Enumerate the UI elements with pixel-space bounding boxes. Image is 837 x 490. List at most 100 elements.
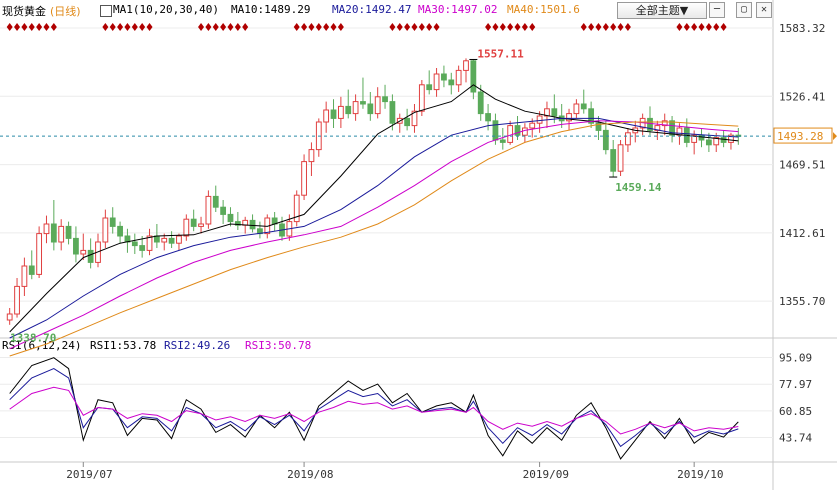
candle [382,84,388,109]
event-marker [683,23,690,31]
candle-body [14,285,20,315]
candle [14,278,20,318]
x-tick-label: 2019/09 [523,468,569,481]
maximize-icon[interactable]: ▢ [736,2,752,18]
candle [698,128,705,148]
event-marker [6,23,13,31]
candle-body [492,120,499,141]
candle [360,77,366,109]
candle [279,216,285,241]
candle-body [521,127,528,136]
event-marker [330,23,337,31]
candle-body [293,194,300,223]
event-marker [713,23,720,31]
event-marker [323,23,330,31]
candle [190,209,197,232]
candle [21,257,28,296]
current-price-label: 1493.28 [777,130,823,143]
ma10-value: MA10:1489.29 [231,3,311,16]
candle-body [352,101,359,115]
rsi-tick-label: 60.85 [779,405,812,418]
candle-body [382,96,388,103]
candle [595,116,602,140]
event-marker [109,23,116,31]
candle-body [345,105,352,115]
event-marker [720,23,727,31]
candle [87,238,94,269]
event-marker [131,23,138,31]
candle [441,65,447,88]
candle [602,120,609,155]
event-marker [337,23,344,31]
candle [426,70,433,95]
event-marker [485,23,492,31]
candle-body [161,237,168,243]
candle [617,140,624,176]
rsi-line-rsi3 [9,386,739,435]
candle-body [131,241,138,247]
candle [389,94,396,131]
candle-body [198,223,204,227]
candle-body [102,217,109,243]
event-marker [220,23,227,31]
price-tick-label: 1526.41 [779,90,825,103]
rsi2-value: RSI2:49.26 [164,339,231,352]
candle [337,96,344,128]
event-marker [301,23,308,31]
candle-body [50,223,57,243]
candle [293,190,300,227]
candle [168,231,175,248]
candle-body [514,125,521,136]
minimize-icon[interactable]: ─ [709,2,725,18]
candle [551,94,558,124]
ma-settings-icon[interactable] [100,5,112,17]
candle-body [227,213,234,223]
candle-body [190,218,197,227]
candle [367,92,374,121]
ma-indicator-label[interactable]: MA1(10,20,30,40) [113,3,219,16]
candle [161,233,168,251]
current-price-arrow [833,132,837,141]
candle-body [308,149,315,163]
candle-body [73,237,79,255]
event-marker [418,23,425,31]
candle-body [551,108,558,117]
candle [507,120,514,145]
price-tick-label: 1355.70 [779,295,825,308]
candle [588,101,595,128]
rsi-tick-label: 95.09 [779,352,812,365]
candle [433,68,440,97]
candle [610,140,617,178]
rsi-line-rsi2 [9,368,739,448]
candle-body [728,134,734,143]
event-marker [234,23,241,31]
event-marker [227,23,234,31]
candle-body [418,84,425,112]
close-icon[interactable]: ✕ [756,2,772,18]
candle [176,233,182,251]
event-marker [602,23,609,31]
rsi-line-rsi1 [9,357,739,460]
theme-dropdown-button[interactable]: 全部主题▼ [617,2,707,19]
event-marker [28,23,35,31]
candle-body [323,109,330,123]
candle-body [566,113,572,122]
rsi-tick-label: 43.74 [779,431,812,444]
candle [212,185,219,212]
price-tick-label: 1469.51 [779,159,825,172]
candle [131,233,138,254]
candle-body [337,105,344,119]
candle [404,108,411,131]
event-marker [588,23,595,31]
candle [632,120,639,143]
candle [80,233,87,260]
period-label[interactable]: (日线) [50,5,81,18]
candle [345,89,352,119]
candle [374,87,381,119]
candle-body [301,161,307,196]
event-marker [43,23,50,31]
candle-body [470,60,477,93]
price-tick-label: 1412.61 [779,227,825,240]
ma20-value: MA20:1492.47 [332,3,412,16]
